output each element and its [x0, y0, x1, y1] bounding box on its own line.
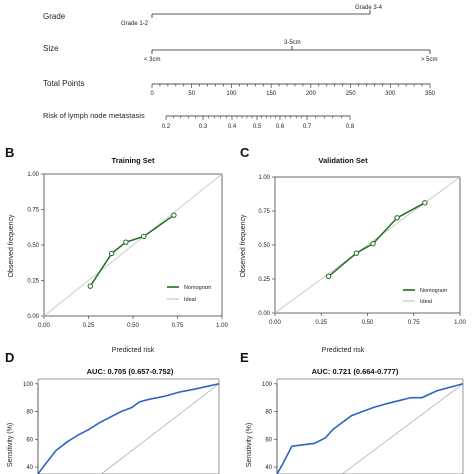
- y-tick-label: 0.50: [258, 243, 270, 249]
- y-tick-label: 1.00: [27, 172, 39, 178]
- roc-curve: [276, 383, 464, 474]
- y-tick-label: 0.00: [27, 314, 39, 320]
- plot-border: [276, 378, 464, 474]
- panel-letter: E: [240, 350, 249, 365]
- tick-label: 0.2: [162, 124, 171, 130]
- legend-label: Nomogram: [184, 285, 212, 291]
- y-tick-label: 0.25: [27, 279, 39, 285]
- data-point: [108, 250, 115, 257]
- x-tick-label: 0.50: [127, 323, 139, 329]
- nomogram-line: [89, 214, 175, 287]
- nomogram-row-label: Size: [43, 44, 59, 53]
- x-tick-label: 0.00: [269, 320, 281, 326]
- nomogram-row-label: Grade: [43, 12, 66, 21]
- x-tick-label: 0.25: [315, 320, 327, 326]
- y-axis-label: Observed frequency: [240, 214, 247, 278]
- legend-label: Ideal: [184, 297, 196, 303]
- panel-letter: B: [5, 145, 14, 160]
- nomogram-level-label: Grade 1-2: [121, 21, 149, 27]
- y-tick-label: 1.00: [258, 175, 270, 181]
- data-point: [325, 273, 332, 279]
- roc-curve-validation: AUC: 0.721 (0.664-0.777) Sensitivity (%)…: [246, 367, 464, 474]
- x-tick-label: 0.75: [172, 323, 184, 329]
- risk-axis: 0.2 0.3 0.4 0.5 0.6 0.7 0.8: [162, 115, 355, 130]
- tick-label: 0: [150, 91, 154, 97]
- x-tick-label: 1.00: [216, 323, 228, 329]
- plot-border: [37, 378, 220, 474]
- data-point: [370, 240, 376, 247]
- tick-label: 0.6: [276, 124, 285, 130]
- y-axis-label: Observed frequency: [8, 214, 15, 278]
- nomogram: Grade Grade 1-2 Grade 3-4 Size < 3cm 3-5…: [43, 5, 438, 130]
- y-tick-label: 0.75: [258, 209, 270, 215]
- y-tick-label: 80: [26, 410, 33, 416]
- tick-label: 0.7: [303, 124, 312, 130]
- calibration-plot-validation: Validation Set 0.000.000.250.250.500.500…: [240, 156, 466, 354]
- data-point: [140, 233, 147, 240]
- y-tick-label: 80: [265, 410, 272, 416]
- data-point: [353, 250, 360, 256]
- x-tick-label: 0.25: [83, 323, 95, 329]
- tick-label: 350: [425, 91, 436, 97]
- nomogram-row-label: Risk of lymph node metastasis: [43, 111, 145, 120]
- tick-label: 50: [188, 91, 195, 97]
- y-tick-label: 100: [262, 382, 273, 388]
- ideal-line: [274, 176, 461, 314]
- tick-label: 200: [306, 91, 317, 97]
- nomogram-row-label: Total Points: [43, 79, 84, 88]
- data-point: [422, 200, 428, 206]
- x-tick-label: 0.00: [38, 323, 50, 329]
- tick-label: 150: [266, 91, 277, 97]
- plot-frame: 0.00 0.00 0.25 0.25 0.50 0.50 0.75 0.75 1.00 1.00: [258, 175, 466, 326]
- legend-label: Nomogram: [420, 288, 448, 294]
- y-tick-label: 40: [26, 465, 33, 471]
- x-tick-label: 0.50: [362, 320, 374, 326]
- x-axis-label: Predicted risk: [322, 347, 365, 354]
- legend-label: Ideal: [420, 299, 432, 305]
- y-tick-label: 40: [265, 465, 272, 471]
- total-points-axis: 0 50 100 150 200 250 300 350: [150, 83, 436, 97]
- tick-label: 0.5: [253, 124, 262, 130]
- tick-label: 100: [226, 91, 237, 97]
- x-axis-label: Predicted risk: [112, 347, 155, 354]
- panel-letter: D: [5, 350, 14, 365]
- calibration-plot-training: Training Set 0.00 0.00 0.25 0.25 0.50 0.50 0.7…: [8, 156, 228, 354]
- tick-label: 300: [385, 91, 396, 97]
- plot-frame: 0.00 0.00 0.25 0.25 0.50 0.50 0.75 0.75 1.00 1.00: [27, 172, 228, 329]
- nomogram-level-label: Grade 3-4: [355, 5, 383, 11]
- y-tick-label: 0.50: [27, 243, 39, 249]
- chart-title: Training Set: [112, 156, 155, 165]
- roc-curve-training: AUC: 0.705 (0.657-0.752) Sensitivity (%)…: [7, 367, 220, 474]
- tick-label: 0.3: [199, 124, 208, 130]
- reference-line: [100, 383, 220, 474]
- chart-title: AUC: 0.721 (0.664-0.777): [312, 367, 399, 376]
- nomogram-level-label: < 3cm: [144, 57, 161, 63]
- chart-title: AUC: 0.705 (0.657-0.752): [87, 367, 174, 376]
- roc-curve: [37, 382, 220, 474]
- y-tick-label: 0.75: [27, 208, 39, 214]
- chart-title: Validation Set: [318, 156, 368, 165]
- data-point: [87, 283, 93, 289]
- data-point: [123, 239, 129, 245]
- nomogram-level-label: > 5cm: [421, 57, 438, 63]
- y-axis-label: Sensitivity (%): [246, 423, 253, 467]
- tick-label: 250: [346, 91, 357, 97]
- ideal-line: [43, 173, 223, 317]
- data-point: [171, 212, 177, 218]
- y-tick-label: 100: [23, 382, 34, 388]
- y-tick-label: 0.00: [258, 311, 270, 317]
- x-tick-label: 0.75: [408, 320, 420, 326]
- tick-label: 0.8: [346, 124, 355, 130]
- reference-line: [341, 383, 464, 474]
- nomogram-level-label: 3-5cm: [284, 40, 301, 46]
- tick-label: 0.4: [228, 124, 237, 130]
- y-axis-label: Sensitivity (%): [7, 423, 14, 467]
- panel-letter: C: [240, 145, 250, 160]
- y-tick-label: 0.25: [258, 277, 270, 283]
- data-point: [394, 215, 400, 221]
- y-tick-label: 60: [26, 437, 33, 443]
- y-tick-label: 60: [265, 437, 272, 443]
- x-tick-label: 1.00: [454, 320, 466, 326]
